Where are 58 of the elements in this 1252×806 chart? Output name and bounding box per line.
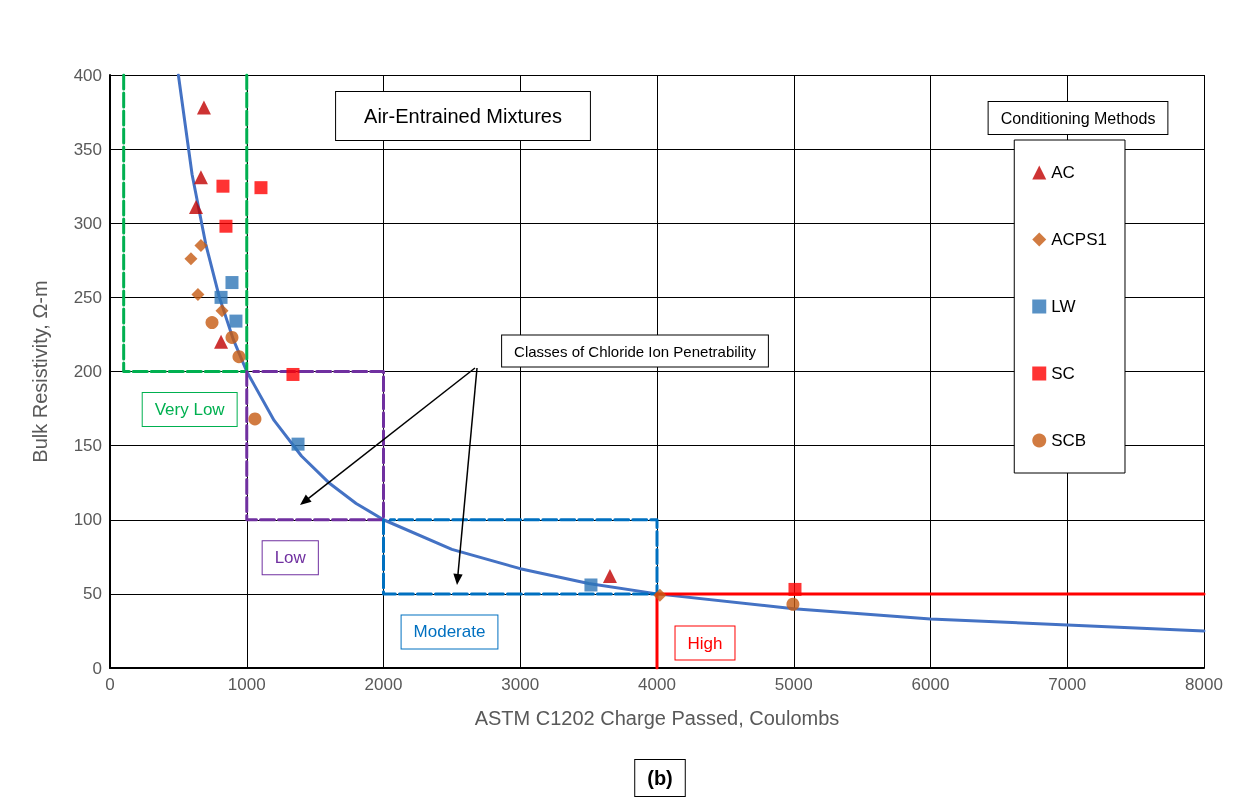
point	[194, 238, 208, 252]
point	[215, 304, 229, 318]
point	[216, 179, 230, 193]
y-tick-label: 300	[73, 213, 102, 233]
point	[214, 290, 228, 304]
legend-label: SCB	[1051, 431, 1087, 450]
x-tick-label: 3000	[501, 675, 540, 694]
point	[189, 199, 204, 214]
text: (b)	[647, 767, 673, 789]
point	[191, 287, 205, 301]
point	[225, 330, 239, 344]
series-label: Moderate	[413, 622, 486, 642]
x-tick-label: 2000	[364, 675, 403, 694]
legend-label: ACPS1	[1051, 230, 1107, 249]
point	[184, 252, 198, 266]
point	[196, 100, 211, 115]
point	[232, 350, 246, 364]
point	[225, 276, 239, 290]
point	[584, 578, 598, 592]
y-tick-label: 200	[73, 362, 102, 381]
y-tick-label: 100	[73, 510, 102, 530]
x-tick-label: 6000	[911, 675, 950, 694]
x-tick-label: 1000	[227, 675, 266, 694]
x-tick-label: 7000	[1048, 675, 1087, 694]
legend-title: Conditioning Methods	[1000, 109, 1156, 127]
x-tick-label: 8000	[1185, 675, 1223, 694]
annotation: Air-Entrained Mixtures	[364, 105, 562, 127]
point	[248, 412, 262, 426]
x-axis-title: ASTM C1202 Charge Passed, Coulombs	[474, 707, 840, 729]
y-tick-label: 250	[73, 287, 102, 307]
point	[788, 582, 802, 596]
y-tick-label: 400	[73, 65, 102, 85]
series-label: Low	[274, 548, 307, 568]
x-tick-label: 0	[105, 675, 115, 694]
point	[229, 314, 243, 328]
y-tick-label: 0	[92, 658, 102, 678]
point	[653, 588, 667, 602]
legend-label: SC	[1051, 364, 1075, 383]
point	[193, 170, 208, 185]
point	[286, 367, 300, 381]
series-label: High	[687, 633, 723, 653]
x-tick-label: 5000	[774, 675, 813, 694]
series-label: Very Low	[154, 400, 226, 419]
y-tick-label: 50	[83, 584, 102, 604]
x-tick-label: 4000	[638, 675, 676, 694]
point	[602, 569, 617, 584]
legend-label: AC	[1051, 163, 1075, 182]
annotation: Classes of Chloride Ion Penetrability	[514, 342, 757, 360]
legend-label: LW	[1051, 297, 1076, 316]
point	[205, 316, 219, 330]
y-tick-label: 150	[73, 436, 102, 456]
point	[219, 219, 233, 233]
point	[786, 597, 800, 611]
point	[291, 437, 305, 451]
point	[254, 181, 268, 195]
y-axis-title: Bulk Resistivity, Ω-m	[29, 280, 51, 463]
y-tick-label: 350	[73, 139, 102, 159]
point	[214, 334, 229, 349]
